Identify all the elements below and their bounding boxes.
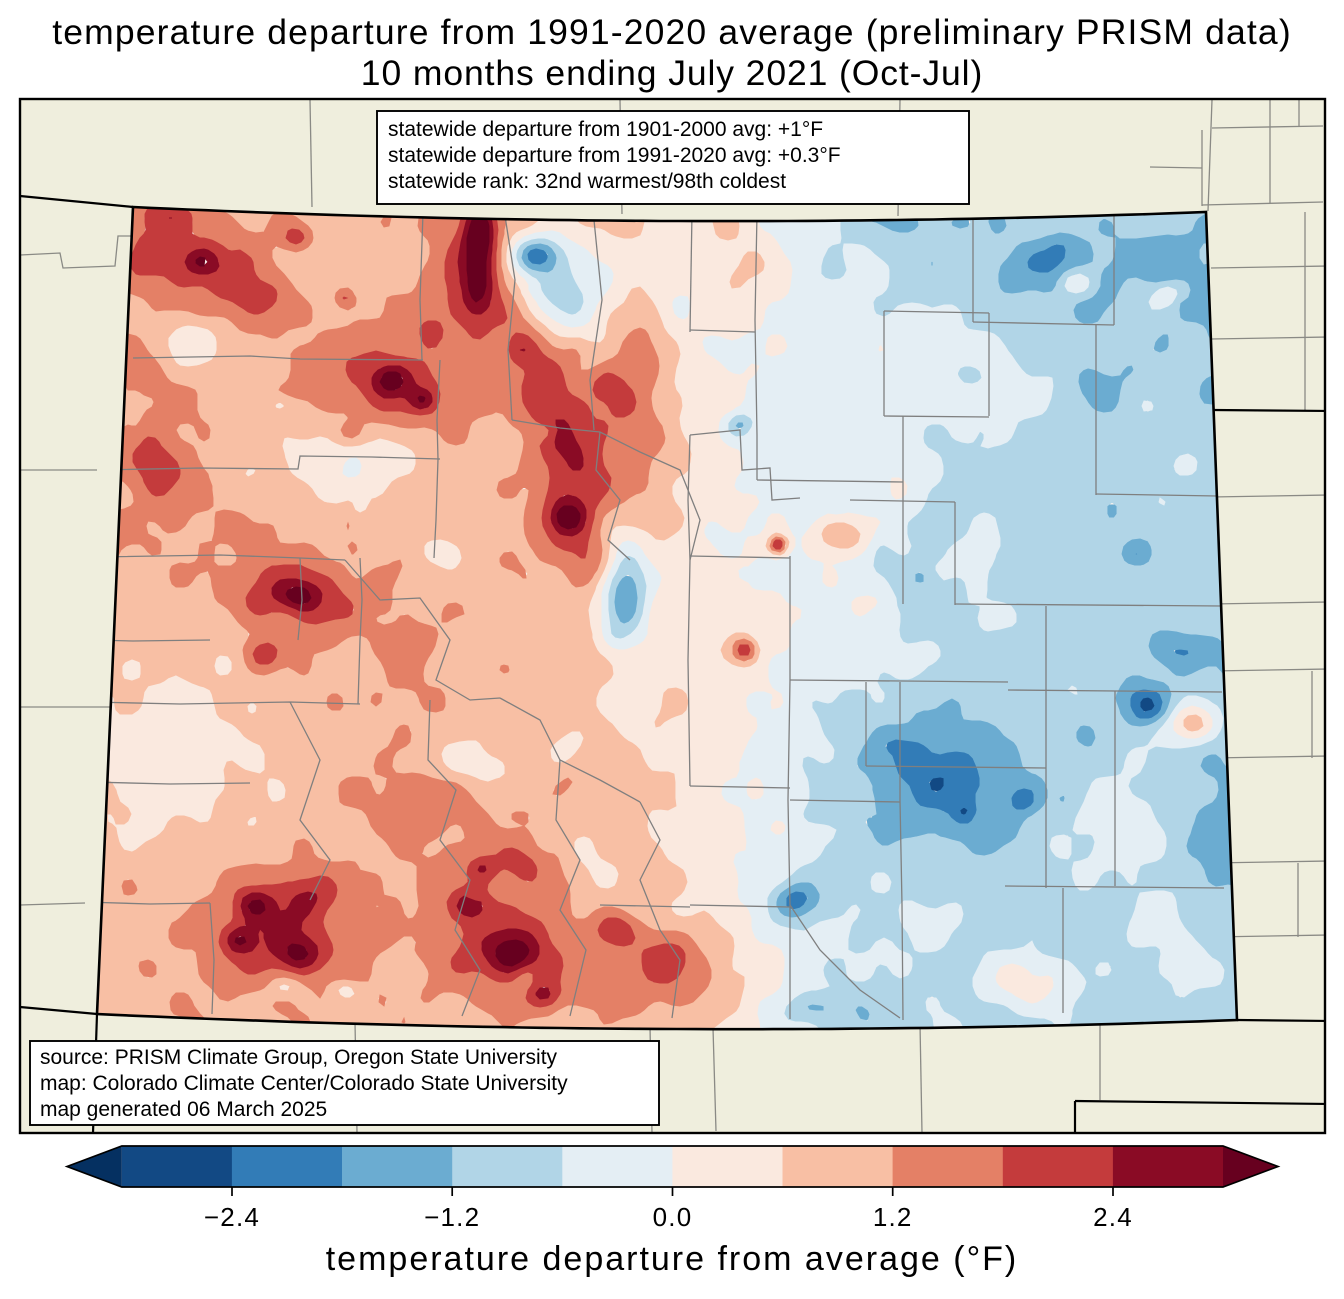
svg-text:statewide departure from 1901-: statewide departure from 1901-2000 avg: … bbox=[388, 118, 823, 141]
svg-text:temperature departure from 199: temperature departure from 1991-2020 ave… bbox=[52, 12, 1292, 52]
svg-text:map: Colorado Climate Center/C: map: Colorado Climate Center/Colorado St… bbox=[40, 1072, 568, 1095]
svg-text:temperature departure from ave: temperature departure from average (°F) bbox=[326, 1240, 1019, 1278]
svg-text:statewide departure from 1991-: statewide departure from 1991-2020 avg: … bbox=[388, 144, 841, 167]
svg-text:1.2: 1.2 bbox=[873, 1202, 913, 1232]
svg-text:statewide rank: 32nd warmest/9: statewide rank: 32nd warmest/98th coldes… bbox=[388, 170, 786, 193]
svg-text:2.4: 2.4 bbox=[1093, 1202, 1133, 1232]
svg-text:source: PRISM Climate Group, O: source: PRISM Climate Group, Oregon Stat… bbox=[40, 1046, 558, 1069]
svg-text:map generated 06 March 2025: map generated 06 March 2025 bbox=[40, 1098, 327, 1121]
svg-text:−1.2: −1.2 bbox=[424, 1202, 480, 1232]
svg-text:10 months ending July 2021 (Oc: 10 months ending July 2021 (Oct-Jul) bbox=[361, 53, 983, 93]
svg-text:−2.4: −2.4 bbox=[204, 1202, 260, 1232]
svg-text:0.0: 0.0 bbox=[653, 1202, 693, 1232]
